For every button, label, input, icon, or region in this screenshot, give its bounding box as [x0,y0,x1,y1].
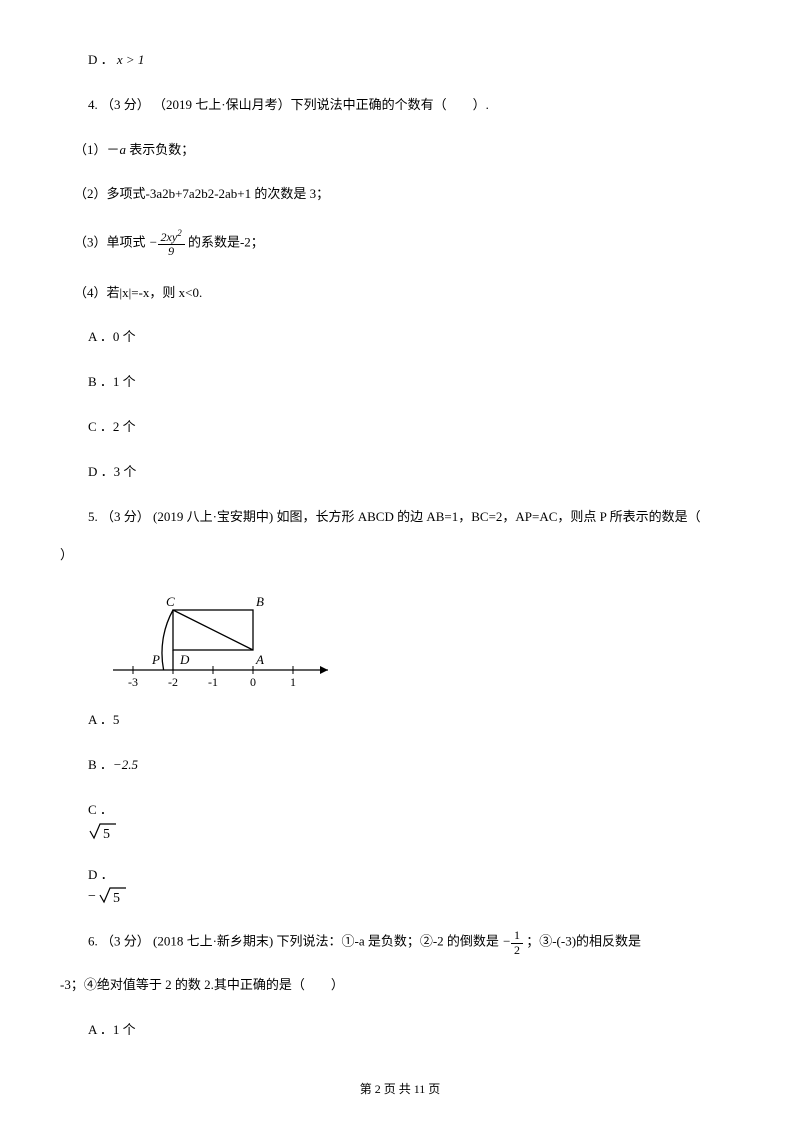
tick-label: -1 [208,675,218,689]
fraction: 2xy2 9 [158,229,185,258]
svg-text:−: − [88,889,96,904]
diagonal [173,610,253,650]
q5-stem-end: ） [60,545,740,566]
label-a: A [255,652,264,667]
q6-stem-line2: -3；④绝对值等于 2 的数 2.其中正确的是（ ） [60,975,740,996]
tick-label: -3 [128,675,138,689]
q4-option-d: D ．3 个 [60,462,740,483]
arrow-icon [320,666,328,674]
fraction: 12 [511,929,523,956]
page-footer: 第 2 页 共 11 页 [60,1080,740,1099]
q5-option-c: C ． 5 [60,800,740,841]
q5-option-d: D ． − 5 [60,865,740,906]
arc [162,610,173,670]
q6-option-a: A ．1 个 [60,1020,740,1041]
q4-stem: 4. （3 分） （2019 七上·保山月考）下列说法中正确的个数有（ ）. [60,95,740,116]
q4-option-b: B ．1 个 [60,372,740,393]
option-value: −2.5 [113,757,138,772]
q5-figure: -3 -2 -1 0 1 C B P D A [108,590,740,690]
denominator: 2 [511,944,523,957]
text: 的系数是-2； [188,235,264,250]
text: （1）－ [74,142,120,157]
q4-statement-3: （3）单项式 −2xy2 9 的系数是-2； [60,229,740,258]
point-labels: C B P D A [151,594,264,667]
option-math: x > 1 [117,52,145,67]
q6-stem-line1: 6. （3 分） (2018 七上·新乡期末) 下列说法：①-a 是负数；②-2… [60,929,740,956]
sqrt5-icon: 5 [88,821,118,841]
svg-text:5: 5 [113,891,120,905]
text: ；③-(-3)的相反数是 [526,934,641,949]
minus: − [149,235,158,250]
q4-statement-4: （4）若|x|=-x，则 x<0. [60,283,740,304]
neg-sqrt5-icon: − 5 [88,885,128,905]
tick-label: 1 [290,675,296,689]
numerator: 1 [511,929,523,943]
q4-statement-1: （1）－a 表示负数； [60,140,740,161]
tick-label: 0 [250,675,256,689]
minus: − [502,934,511,949]
text: （3）单项式 [74,235,146,250]
text: 6. （3 分） (2018 七上·新乡期末) 下列说法：①-a 是负数；②-2… [88,934,502,949]
exponent: 2 [177,228,182,238]
q4-statement-2: （2）多项式-3a2b+7a2b2-2ab+1 的次数是 3； [60,184,740,205]
label-b: B [256,594,264,609]
label-d: D [179,652,190,667]
q5-option-a: A ．5 [60,710,740,731]
denominator: 9 [158,245,185,258]
q4-option-a: A ．0 个 [60,327,740,348]
option-label: D ． [88,52,114,67]
exam-page: D ． x > 1 4. （3 分） （2019 七上·保山月考）下列说法中正确… [0,0,800,1129]
tick-label: -2 [168,675,178,689]
option-label: C ． [88,802,113,817]
numerator: 2xy [161,230,178,244]
prev-option-d: D ． x > 1 [60,50,740,71]
number-line-diagram: -3 -2 -1 0 1 C B P D A [108,590,338,690]
svg-text:5: 5 [103,827,110,841]
label-p: P [151,652,160,667]
label-c: C [166,594,175,609]
q5-option-b: B ．−2.5 [60,755,740,776]
q4-option-c: C ．2 个 [60,417,740,438]
q5-stem: 5. （3 分） (2019 八上·宝安期中) 如图，长方形 ABCD 的边 A… [60,507,740,528]
text: 表示负数； [126,142,194,157]
option-label: B ． [88,757,113,772]
text: 5. （3 分） (2019 八上·宝安期中) 如图，长方形 ABCD 的边 A… [88,509,701,524]
option-label: D ． [88,867,114,882]
